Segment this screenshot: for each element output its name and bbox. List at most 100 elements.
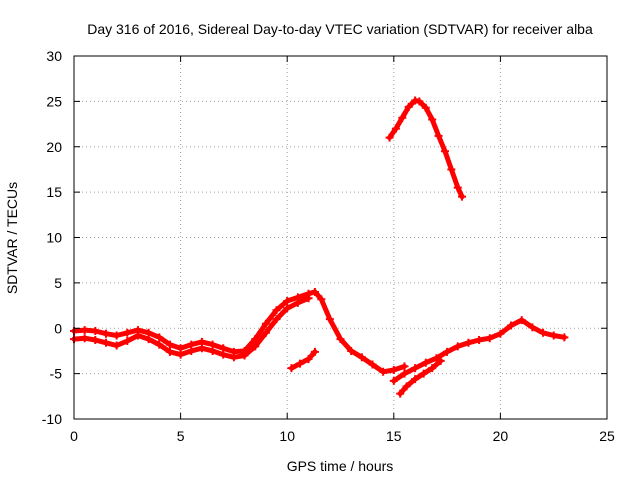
data-point [389,365,398,374]
data-point [400,369,409,378]
x-tick-label: 25 [599,428,615,444]
data-point [208,346,217,355]
data-point [357,353,366,362]
data-point [453,342,462,351]
y-tick-label: -10 [42,411,62,427]
y-tick-label: 25 [46,93,62,109]
data-point [549,331,558,340]
data-point [517,316,526,325]
data-point [261,328,270,337]
data-point [155,333,164,342]
data-point [428,115,437,124]
data-point [421,103,430,112]
data-point [560,333,569,342]
x-tick-label: 15 [386,428,402,444]
data-point [187,346,196,355]
x-tick-label: 10 [279,428,295,444]
data-point [421,358,430,367]
data-point [317,295,326,304]
data-point [415,97,424,106]
data-point [101,338,110,347]
data-point [428,364,437,373]
data-point [398,113,407,122]
data-point [411,375,420,384]
data-point [404,102,413,111]
data-point [304,294,313,303]
data-point [80,326,89,335]
data-point [240,351,249,360]
data-point [293,298,302,307]
data-point [368,360,377,369]
data-point [396,389,405,398]
y-tick-label: 15 [46,184,62,200]
data-point [411,364,420,373]
data-point [261,319,270,328]
data-point [272,315,281,324]
data-point [295,359,304,368]
y-axis-label: SDTVAR / TECUs [4,182,20,294]
plot-data [70,96,569,398]
data-point [385,133,394,142]
y-tick-label: 0 [54,320,62,336]
data-point [283,297,292,306]
data-point [485,334,494,343]
grid [74,56,607,419]
data-point [336,335,345,344]
y-tick-label: 10 [46,230,62,246]
data-point [402,382,411,391]
data-point [310,347,319,356]
data-point [91,326,100,335]
data-point [440,147,449,156]
data-point [123,336,132,345]
data-point [507,321,516,330]
y-tick-label: 20 [46,139,62,155]
ticks: 0 5 10 15 20 25 -10 -5 0 5 10 15 20 25 30 [42,48,615,444]
x-tick-label: 0 [70,428,78,444]
series-short-segment-a [289,349,318,371]
data-point [447,165,456,174]
data-point [283,304,292,313]
y-tick-label: 30 [46,48,62,64]
x-axis-label: GPS time / hours [287,458,394,474]
series-short-segment-b [397,358,444,397]
data-point [80,334,89,343]
data-point [464,338,473,347]
data-point [434,131,443,140]
x-tick-label: 20 [493,428,509,444]
data-point [101,329,110,338]
data-point [197,344,206,353]
data-point [475,336,484,345]
data-point [251,342,260,351]
data-point [325,315,334,324]
data-point [400,362,409,371]
data-point [432,354,441,363]
data-point [436,356,445,365]
data-point [133,331,142,340]
data-point [443,347,452,356]
data-point [287,364,296,373]
data-point [91,336,100,345]
data-point [304,355,313,364]
data-point [176,350,185,359]
y-tick-label: -5 [50,366,63,382]
data-point [272,306,281,315]
data-point [155,340,164,349]
data-point [144,335,153,344]
data-point [539,328,548,337]
data-point [165,347,174,356]
data-point [229,353,238,362]
x-tick-label: 5 [177,428,185,444]
chart-title: Day 316 of 2016, Sidereal Day-to-day VTE… [87,21,593,37]
data-point [347,346,356,355]
data-point [496,329,505,338]
data-point [389,376,398,385]
data-point [419,369,428,378]
data-point [123,328,132,337]
data-point [112,331,121,340]
data-point [453,183,462,192]
data-point [528,323,537,332]
data-point [458,192,467,201]
data-point [165,340,174,349]
data-point [391,124,400,133]
